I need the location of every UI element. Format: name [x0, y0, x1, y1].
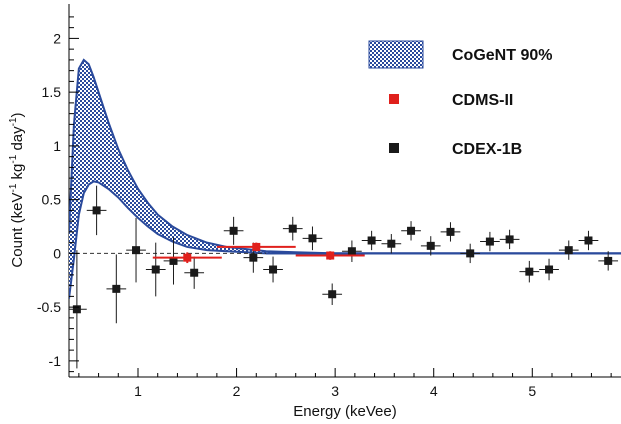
x-tick-label: 2: [233, 383, 241, 399]
x-tick-label: 5: [528, 383, 536, 399]
y-axis-label-part: Count (keV: [9, 193, 26, 268]
legend: CoGeNT 90% CDMS-II CDEX-1B: [368, 40, 552, 158]
cdex-point: [151, 265, 160, 274]
cdex-point: [387, 239, 396, 248]
y-tick-label: 1.5: [42, 84, 62, 100]
cdex-point: [367, 236, 376, 245]
cdex-point: [426, 241, 435, 250]
cdex-point: [505, 235, 514, 244]
cdex-point: [564, 246, 573, 255]
cdex-point: [328, 290, 337, 299]
cdex-point: [229, 226, 238, 235]
y-axis-label-part: ): [9, 112, 26, 117]
legend-swatch-cdms: [389, 94, 399, 104]
cdex-point: [485, 237, 494, 246]
y-axis-label-part: -1: [8, 183, 19, 192]
cdex-point: [604, 256, 613, 265]
x-axis-label: Energy (keVee): [293, 403, 396, 420]
cdex-point: [466, 249, 475, 258]
y-tick-label: -1: [49, 353, 62, 369]
y-tick-label: 0: [53, 245, 61, 261]
cdms-point: [326, 251, 335, 260]
band-layer: [69, 58, 621, 299]
legend-swatch-cdex: [389, 143, 399, 153]
cdex-point: [584, 236, 593, 245]
cdms-point: [183, 253, 192, 262]
y-tick-label: -0.5: [37, 299, 61, 315]
cdex-point: [525, 267, 534, 276]
legend-label-cdex: CDEX-1B: [452, 141, 522, 158]
cdex-point: [269, 265, 278, 274]
y-tick-label: 2: [53, 30, 61, 46]
legend-swatch-band: [368, 40, 424, 69]
legend-label-band: CoGeNT 90%: [452, 47, 552, 64]
cdex-point: [169, 256, 178, 265]
cdex-point: [72, 305, 81, 314]
cdex-point: [308, 234, 317, 243]
cdex-point: [112, 284, 121, 293]
cdex-point: [92, 206, 101, 215]
cdex-point: [190, 268, 199, 277]
cdex-point: [545, 265, 554, 274]
y-axis-label-part: kg: [9, 164, 26, 184]
ticks-layer: 1 2 3 4 5 -1 -0.5 0 0.5 1 1.5 2: [37, 16, 612, 399]
cogent-band: [69, 59, 621, 299]
y-tick-label: 1: [53, 138, 61, 154]
y-axis-label-part: -1: [8, 117, 19, 126]
cogent-band-lower-edge: [69, 180, 621, 299]
legend-label-cdms: CDMS-II: [452, 92, 513, 109]
x-tick-label: 1: [134, 383, 142, 399]
cdex-point: [132, 246, 141, 255]
cdex-point: [347, 247, 356, 256]
y-axis-label-part: day: [9, 126, 26, 155]
y-axis-label: Count (keV-1 kg-1 day-1): [8, 112, 26, 267]
cdex-point: [446, 227, 455, 236]
y-axis-label-part: -1: [8, 154, 19, 163]
x-tick-label: 3: [331, 383, 339, 399]
cdex-point: [288, 224, 297, 233]
cdex-point: [249, 253, 258, 262]
axes: [68, 4, 621, 378]
points-layer: [69, 185, 619, 369]
cdms-point: [252, 242, 261, 251]
cdex-point: [407, 226, 416, 235]
x-tick-label: 4: [430, 383, 438, 399]
y-tick-label: 0.5: [42, 192, 62, 208]
